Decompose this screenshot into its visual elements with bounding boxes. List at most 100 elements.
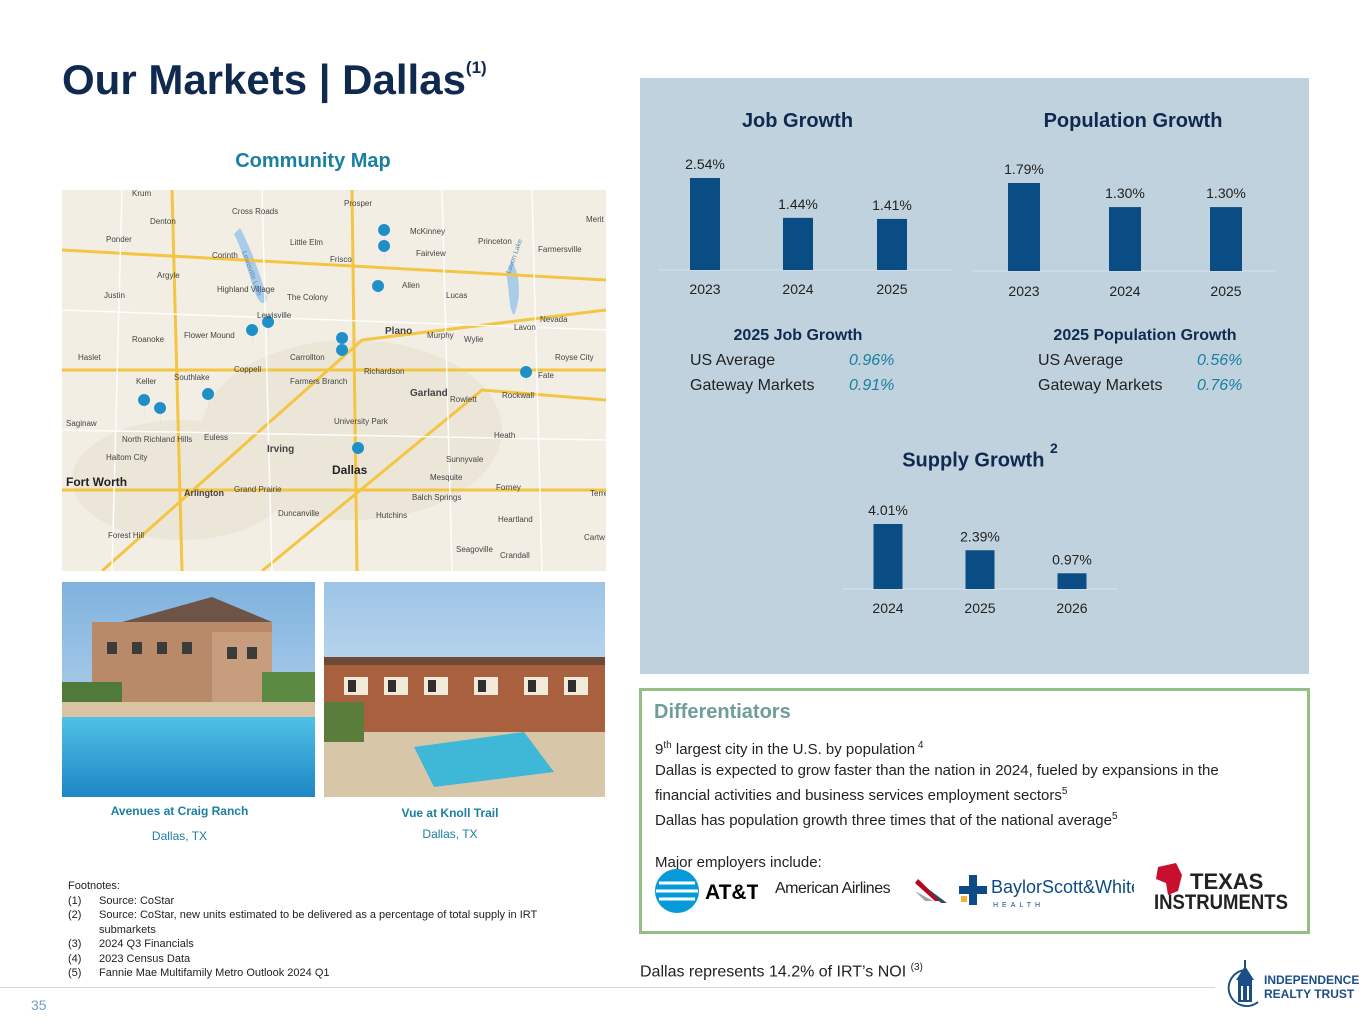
pop-stats-us-value: 0.56% bbox=[1197, 352, 1243, 369]
pop-stats-us-label: US Average bbox=[1038, 352, 1124, 369]
baylor-scott-white-logo: BaylorScott&White HEALTH bbox=[959, 873, 1141, 913]
noi-note-ref: (3) bbox=[910, 962, 923, 973]
map-label: Seagoville bbox=[456, 545, 493, 554]
map-pin-icon bbox=[262, 316, 275, 340]
differentiator-1-rank: 9 bbox=[655, 741, 664, 758]
footer-rule bbox=[0, 987, 1215, 988]
bar-2024 bbox=[783, 217, 813, 270]
map-label: Forney bbox=[496, 483, 521, 492]
map-label: Balch Springs bbox=[412, 493, 461, 502]
map-label: Saginaw bbox=[66, 419, 97, 428]
bar-2025 bbox=[965, 550, 995, 589]
map-label: Royse City bbox=[555, 353, 594, 362]
map-label: Mesquite bbox=[430, 473, 463, 482]
differentiators-box: Differentiators 9th largest city in the … bbox=[639, 688, 1310, 934]
map-label: Lewisville bbox=[257, 311, 292, 320]
bar-2025 bbox=[877, 218, 907, 270]
map-pin-icon bbox=[378, 224, 391, 248]
ti-logo-text-1: TEXAS bbox=[1190, 869, 1263, 894]
property-name-vue: Vue at Knoll Trail bbox=[401, 806, 499, 820]
map-label: McKinney bbox=[410, 227, 445, 236]
category-label: 2023 bbox=[689, 281, 720, 297]
map-label: Euless bbox=[204, 433, 228, 442]
map-label: Crandall bbox=[500, 551, 530, 560]
page-title-text: Our Markets | Dallas bbox=[62, 56, 466, 103]
map-pin-icon bbox=[352, 442, 365, 466]
photo-avenues-at-craig-ranch bbox=[62, 582, 315, 797]
bar-2026 bbox=[1057, 573, 1087, 589]
att-logo-text: AT&T bbox=[705, 881, 758, 904]
footnote-item: (4) 2023 Census Data bbox=[68, 952, 598, 967]
map-label: Corinth bbox=[212, 251, 238, 260]
bar-2024 bbox=[873, 524, 903, 589]
footnote-item: (2) Source: CoStar, new units estimated t… bbox=[68, 908, 598, 937]
differentiator-3-ref: 5 bbox=[1111, 811, 1118, 822]
map-label: Krum bbox=[132, 190, 151, 198]
map-label: Argyle bbox=[157, 271, 180, 280]
map-label: Frisco bbox=[330, 255, 352, 264]
map-label: Merit bbox=[586, 215, 605, 224]
logo-line-2: REALTY TRUST bbox=[1264, 987, 1355, 1001]
category-label: 2025 bbox=[876, 281, 907, 297]
footnote-item: (3) 2024 Q3 Financials bbox=[68, 937, 598, 952]
differentiator-2-text: Dallas is expected to grow faster than t… bbox=[655, 762, 1219, 804]
differentiator-1-ordinal: th bbox=[663, 740, 672, 751]
baylor-logo-text: BaylorScott&White bbox=[991, 877, 1134, 897]
data-label: 1.30% bbox=[1206, 185, 1246, 201]
category-label: 2025 bbox=[964, 600, 995, 616]
map-label: Forest Hill bbox=[108, 531, 144, 540]
map-label: Plano bbox=[385, 326, 412, 337]
map-label: Terre bbox=[590, 489, 606, 498]
map-label: Irving bbox=[267, 444, 294, 455]
map-label: Little Elm bbox=[290, 238, 323, 247]
differentiators-title: Differentiators bbox=[654, 701, 791, 723]
population-growth-title: Population Growth bbox=[1043, 110, 1223, 132]
map-label: Fate bbox=[538, 371, 555, 380]
job-growth-chart: 2.54% 2023 1.44% 2024 1.41% 2025 bbox=[658, 156, 952, 297]
map-label: Keller bbox=[136, 377, 157, 386]
employers-label: Major employers include: bbox=[655, 854, 822, 871]
independence-realty-trust-logo: INDEPENDENCE REALTY TRUST bbox=[1224, 956, 1360, 1012]
community-map[interactable]: Krum Denton Cross Roads Prosper Merit Mc… bbox=[62, 190, 606, 571]
job-growth-title: Job Growth bbox=[741, 110, 854, 132]
map-label: Carrollton bbox=[290, 353, 325, 362]
american-airlines-logo-text: American Airlines bbox=[775, 880, 891, 897]
map-pin-icon bbox=[138, 394, 151, 418]
job-stats-us-value: 0.96% bbox=[849, 352, 895, 369]
map-label: Murphy bbox=[427, 331, 454, 340]
pop-stats-gateway-value: 0.76% bbox=[1197, 377, 1243, 394]
category-label: 2026 bbox=[1056, 600, 1087, 616]
map-label: Allen bbox=[402, 281, 420, 290]
map-label: Flower Mound bbox=[184, 331, 235, 340]
differentiator-2-ref: 5 bbox=[1061, 786, 1068, 797]
footnote-number: (1) bbox=[68, 894, 82, 907]
job-stats-gateway-label: Gateway Markets bbox=[690, 377, 815, 394]
noi-note-text: Dallas represents 14.2% of IRT’s NOI bbox=[640, 963, 907, 981]
supply-growth-title: Supply Growth 2 bbox=[880, 440, 1080, 473]
page-title: Our Markets | Dallas(1) bbox=[62, 56, 487, 104]
footnote-text: 2024 Q3 Financials bbox=[99, 938, 194, 950]
map-label: Sunnyvale bbox=[446, 455, 484, 464]
map-label: Richardson bbox=[364, 367, 404, 376]
page-number: 35 bbox=[31, 997, 47, 1013]
data-label: 1.41% bbox=[872, 197, 912, 213]
bar-2023 bbox=[690, 178, 720, 270]
map-label: Roanoke bbox=[132, 335, 165, 344]
category-label: 2024 bbox=[872, 600, 903, 616]
property-location-vue: Dallas, TX bbox=[422, 827, 478, 841]
supply-growth-chart: 4.01% 2024 2.39% 2025 0.97% 2026 bbox=[842, 502, 1118, 616]
map-label: Haslet bbox=[78, 353, 101, 362]
map-label: North Richland Hills bbox=[122, 435, 192, 444]
lewisville-lake-shape bbox=[234, 228, 267, 304]
data-label: 1.79% bbox=[1004, 161, 1044, 177]
differentiators-text: 9th largest city in the U.S. by populati… bbox=[655, 735, 1275, 873]
american-airlines-logo: American Airlines bbox=[775, 873, 950, 908]
property-pins bbox=[138, 224, 533, 466]
map-label: Denton bbox=[150, 217, 176, 226]
texas-instruments-logo: TEXAS INSTRUMENTS bbox=[1152, 861, 1292, 914]
footnotes-heading: Footnotes: bbox=[68, 880, 120, 892]
map-label: Wylie bbox=[464, 335, 484, 344]
map-label: Dallas bbox=[332, 463, 368, 477]
differentiator-2: Dallas is expected to grow faster than t… bbox=[655, 760, 1275, 806]
supply-growth-title-text: Supply Growth bbox=[902, 449, 1045, 472]
